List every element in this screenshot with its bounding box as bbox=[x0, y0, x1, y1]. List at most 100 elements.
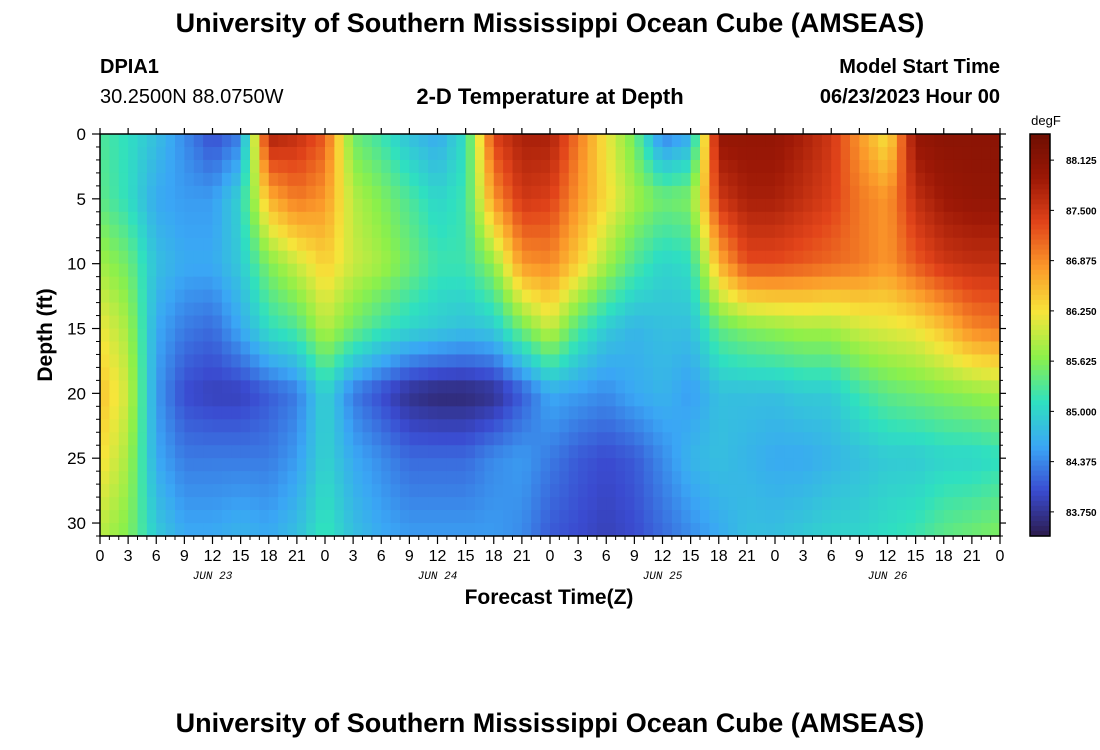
heat-cell bbox=[746, 419, 757, 433]
heat-cell bbox=[146, 224, 157, 239]
heat-cell bbox=[540, 432, 551, 446]
heat-cell bbox=[850, 250, 860, 265]
heat-cell bbox=[934, 367, 945, 381]
heat-cell bbox=[587, 185, 598, 200]
heat-cell bbox=[109, 134, 120, 148]
heat-cell bbox=[568, 146, 579, 161]
heat-cell bbox=[915, 458, 926, 472]
heat-cell bbox=[653, 367, 664, 381]
heat-cell bbox=[268, 523, 279, 536]
heat-cell bbox=[568, 523, 579, 536]
heat-cell bbox=[531, 211, 542, 226]
heat-cell bbox=[521, 354, 532, 369]
heat-cell bbox=[146, 250, 157, 265]
heat-cell bbox=[559, 354, 570, 369]
heat-cell bbox=[175, 328, 185, 343]
heat-cell bbox=[259, 341, 270, 356]
heat-cell bbox=[746, 198, 757, 213]
heat-cell bbox=[756, 289, 767, 304]
heat-cell bbox=[306, 185, 317, 200]
heat-cell bbox=[934, 393, 945, 407]
heat-cell bbox=[690, 328, 701, 343]
heat-cell bbox=[596, 510, 607, 524]
heat-cell bbox=[146, 393, 157, 407]
heat-cell bbox=[606, 237, 617, 252]
heat-cell bbox=[118, 484, 129, 498]
heat-cell bbox=[503, 276, 514, 291]
heat-cell bbox=[259, 367, 270, 381]
heat-cell bbox=[690, 159, 701, 174]
heat-cell bbox=[737, 354, 748, 369]
heat-cell bbox=[221, 172, 232, 187]
heat-cell bbox=[671, 380, 682, 394]
heat-cell bbox=[268, 237, 279, 252]
heat-cell bbox=[278, 458, 289, 472]
heat-cell bbox=[325, 380, 335, 394]
heat-cell bbox=[250, 250, 260, 265]
date-label: JUN 26 bbox=[868, 571, 908, 583]
heat-cell bbox=[203, 211, 214, 226]
heat-cell bbox=[287, 134, 298, 148]
heat-cell bbox=[793, 432, 804, 446]
heat-cell bbox=[221, 302, 232, 317]
heat-cell bbox=[662, 250, 673, 265]
colorbar-band bbox=[1030, 249, 1050, 256]
heat-cell bbox=[146, 471, 157, 485]
heat-cell bbox=[606, 406, 617, 420]
heat-cell bbox=[390, 250, 401, 265]
heat-cell bbox=[146, 302, 157, 317]
heat-cell bbox=[446, 211, 457, 226]
heat-cell bbox=[709, 172, 720, 187]
heat-cell bbox=[503, 380, 514, 394]
heat-cell bbox=[896, 484, 907, 498]
heat-cell bbox=[353, 185, 364, 200]
heat-cell bbox=[625, 471, 635, 485]
heat-cell bbox=[390, 471, 401, 485]
heat-cell bbox=[334, 315, 345, 330]
heat-cell bbox=[934, 198, 945, 213]
heat-cell bbox=[728, 185, 739, 200]
heat-cell bbox=[165, 198, 176, 213]
heat-cell bbox=[962, 471, 973, 485]
heat-cell bbox=[812, 367, 823, 381]
heat-cell bbox=[615, 341, 626, 356]
heat-cell bbox=[390, 172, 401, 187]
x-tick-label: 21 bbox=[288, 548, 306, 565]
heat-cell bbox=[540, 263, 551, 278]
heat-cell bbox=[512, 380, 523, 394]
heat-cell bbox=[287, 328, 298, 343]
heat-cell bbox=[493, 185, 504, 200]
heat-cell bbox=[765, 445, 776, 459]
heat-cell bbox=[418, 263, 429, 278]
heat-cell bbox=[962, 237, 973, 252]
heat-cell bbox=[193, 134, 204, 148]
heat-cell bbox=[118, 302, 129, 317]
heat-cell bbox=[428, 406, 439, 420]
heat-cell bbox=[521, 393, 532, 407]
heat-cell bbox=[175, 185, 185, 200]
heat-cell bbox=[259, 159, 270, 174]
heat-cell bbox=[296, 419, 307, 433]
heat-cell bbox=[971, 432, 982, 446]
heat-cell bbox=[512, 237, 523, 252]
heat-cell bbox=[981, 172, 992, 187]
heat-cell bbox=[465, 185, 476, 200]
heat-cell bbox=[550, 393, 560, 407]
heat-cell bbox=[334, 445, 345, 459]
colorbar-band bbox=[1030, 239, 1050, 246]
heat-cell bbox=[390, 159, 401, 174]
colorbar-band bbox=[1030, 360, 1050, 366]
heat-cell bbox=[128, 406, 139, 420]
heat-cell bbox=[503, 224, 514, 239]
heat-cell bbox=[550, 380, 560, 394]
heat-cell bbox=[184, 211, 195, 226]
heat-cell bbox=[184, 484, 195, 498]
heat-cell bbox=[596, 250, 607, 265]
heat-cell bbox=[643, 445, 654, 459]
heat-cell bbox=[540, 146, 551, 161]
heat-cell bbox=[756, 276, 767, 291]
heat-cell bbox=[381, 198, 392, 213]
heat-cell bbox=[859, 289, 870, 304]
heat-cell bbox=[259, 458, 270, 472]
heat-cell bbox=[512, 185, 523, 200]
